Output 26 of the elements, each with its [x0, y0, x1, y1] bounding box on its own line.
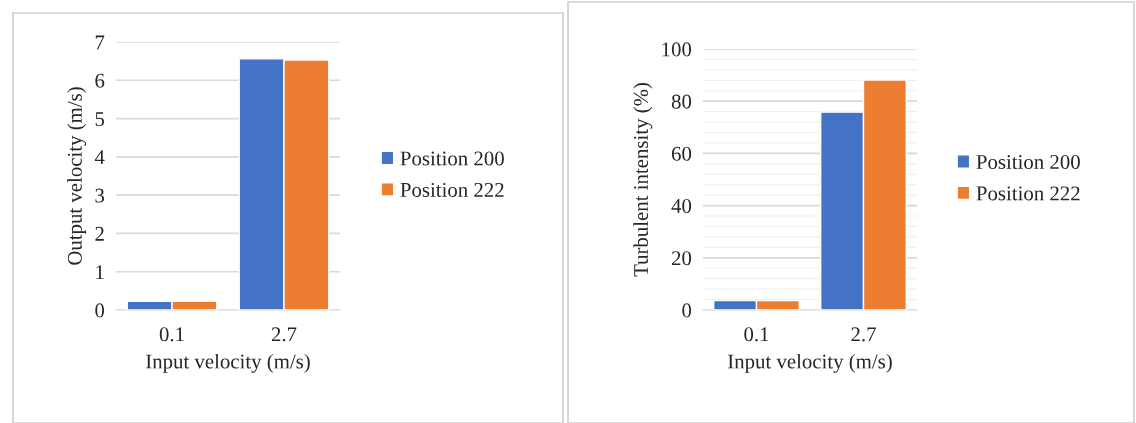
y-tick-label: 60: [671, 146, 692, 161]
y-tick-label: 40: [671, 198, 692, 214]
y-axis-title: Turbulent intensity (%): [633, 83, 653, 277]
y-tick-label: 4: [94, 150, 105, 165]
y-axis-title: Output velocity (m/s): [67, 87, 87, 265]
y-tick-label: 0: [95, 303, 105, 318]
y-tick-label: 100: [662, 42, 692, 57]
y-tick-label: 1: [96, 265, 104, 279]
y-tick-label: 6: [95, 73, 105, 88]
y-tick-label: 0: [682, 303, 692, 318]
y-tick-label: 5: [95, 112, 105, 126]
x-tick-label: 0.1: [159, 327, 184, 342]
legend-label: Position 200: [976, 154, 1080, 170]
x-tick-label: 2.7: [271, 327, 297, 342]
x-tick-label: 2.7: [851, 327, 876, 342]
y-tick-label: 2: [95, 226, 104, 241]
y-tick-label: 80: [671, 94, 692, 109]
legend-label: Position 200: [400, 151, 504, 166]
legend-label: Position 222: [976, 186, 1080, 201]
y-tick-label: 3: [95, 188, 105, 203]
y-tick-label: 7: [95, 35, 105, 50]
x-axis-title: Input velocity (m/s): [728, 353, 892, 373]
x-axis-title: Input velocity (m/s): [146, 353, 310, 373]
x-tick-label: 0.1: [744, 327, 769, 342]
y-tick-label: 20: [671, 251, 692, 266]
legend-label: Position 222: [400, 182, 504, 197]
